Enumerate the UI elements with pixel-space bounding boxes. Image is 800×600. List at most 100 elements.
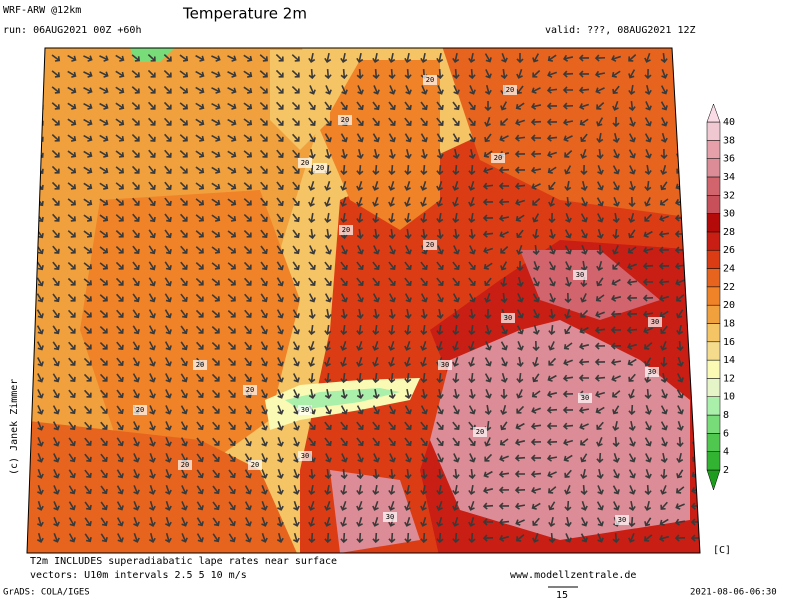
wind-arrow	[613, 453, 620, 463]
wind-arrow	[530, 470, 542, 478]
wind-arrow	[405, 245, 412, 255]
wind-arrow	[500, 421, 508, 431]
wind-arrow	[259, 149, 268, 158]
colorbar-band	[706, 231, 721, 251]
wind-arrow	[515, 438, 526, 446]
wind-arrow	[644, 133, 652, 143]
wind-arrow	[372, 308, 380, 320]
wind-arrow	[276, 309, 284, 319]
wind-arrow	[660, 101, 668, 111]
wind-arrow	[165, 437, 172, 447]
wind-arrow	[372, 68, 380, 80]
wind-arrow	[52, 421, 60, 431]
wind-arrow	[67, 118, 77, 126]
wind-arrow	[578, 54, 590, 62]
contour-label-bg	[573, 270, 587, 280]
wind-arrow	[163, 117, 172, 126]
wind-arrow	[500, 404, 508, 415]
wind-arrow	[579, 118, 589, 126]
wind-arrow	[644, 357, 652, 367]
wind-arrow	[594, 70, 606, 78]
wind-arrow	[356, 405, 364, 415]
wind-arrow	[404, 501, 411, 511]
wind-arrow	[292, 325, 300, 335]
wind-arrow	[388, 52, 396, 64]
wind-arrow	[404, 164, 412, 176]
wind-arrow	[37, 516, 44, 527]
wind-arrow	[211, 230, 221, 238]
wind-arrow	[532, 69, 541, 78]
wind-arrow	[659, 215, 669, 222]
wind-arrow	[53, 437, 60, 447]
wind-arrow	[83, 134, 93, 142]
wind-arrow	[578, 358, 590, 366]
colorbar-band	[706, 341, 721, 361]
wind-arrow	[195, 166, 205, 174]
wind-arrow	[612, 436, 620, 448]
wind-arrow	[356, 468, 364, 480]
wind-arrow	[99, 357, 108, 366]
contour-label-bg	[298, 405, 312, 415]
wind-arrow	[228, 453, 236, 463]
wind-arrow	[212, 469, 220, 479]
wind-arrow	[692, 357, 700, 367]
wind-arrow	[564, 196, 572, 208]
wind-arrow	[67, 214, 76, 222]
wind-arrow	[468, 164, 476, 176]
wind-arrow	[389, 85, 396, 95]
wind-arrow	[245, 517, 252, 527]
wind-arrow	[179, 197, 188, 206]
wind-arrow	[228, 373, 236, 382]
wind-arrow	[372, 180, 379, 191]
wind-arrow	[356, 277, 364, 286]
wind-arrow	[404, 68, 412, 80]
wind-arrow	[147, 101, 156, 110]
wind-arrow	[372, 388, 380, 400]
wind-arrow	[644, 213, 653, 222]
wind-arrow	[195, 150, 205, 158]
wind-arrow	[628, 229, 636, 239]
wind-arrow	[436, 133, 444, 143]
wind-arrow	[642, 294, 654, 302]
wind-arrow	[627, 343, 638, 350]
wind-arrow	[372, 484, 380, 496]
wind-arrow	[612, 101, 619, 111]
wind-arrow	[596, 197, 604, 207]
wind-arrow	[644, 388, 652, 400]
wind-arrow	[612, 420, 620, 432]
wind-arrow	[227, 294, 236, 302]
wind-arrow	[531, 183, 541, 190]
wind-arrow	[308, 341, 315, 351]
wind-arrow	[115, 182, 124, 190]
wind-arrow	[291, 101, 300, 110]
wind-arrow	[99, 230, 109, 238]
wind-arrow	[211, 118, 221, 126]
wind-arrow	[83, 182, 93, 190]
wind-arrow	[660, 485, 667, 495]
wind-arrow	[52, 261, 60, 270]
field-italy	[330, 470, 420, 553]
wind-arrow	[420, 52, 428, 64]
wind-arrow	[692, 404, 700, 416]
wind-arrow	[548, 277, 556, 287]
wind-arrow	[83, 87, 93, 94]
wind-arrow	[293, 501, 300, 511]
wind-arrow	[420, 372, 428, 384]
wind-arrow	[292, 341, 300, 351]
wind-arrow	[84, 485, 92, 495]
wind-arrow	[180, 261, 188, 270]
wind-arrow	[482, 534, 494, 542]
wind-arrow	[308, 293, 316, 303]
wind-arrow	[531, 407, 541, 414]
wind-arrow	[515, 102, 525, 110]
wind-arrow	[308, 117, 316, 126]
wind-arrow	[660, 372, 668, 384]
wind-arrow	[180, 325, 188, 335]
contour-label: 20	[181, 461, 189, 469]
wind-arrow	[388, 421, 396, 430]
wind-arrow	[149, 357, 156, 367]
wind-arrow	[99, 166, 109, 174]
wind-arrow	[211, 389, 220, 398]
wind-arrow	[195, 182, 205, 190]
wind-arrow	[420, 261, 428, 271]
